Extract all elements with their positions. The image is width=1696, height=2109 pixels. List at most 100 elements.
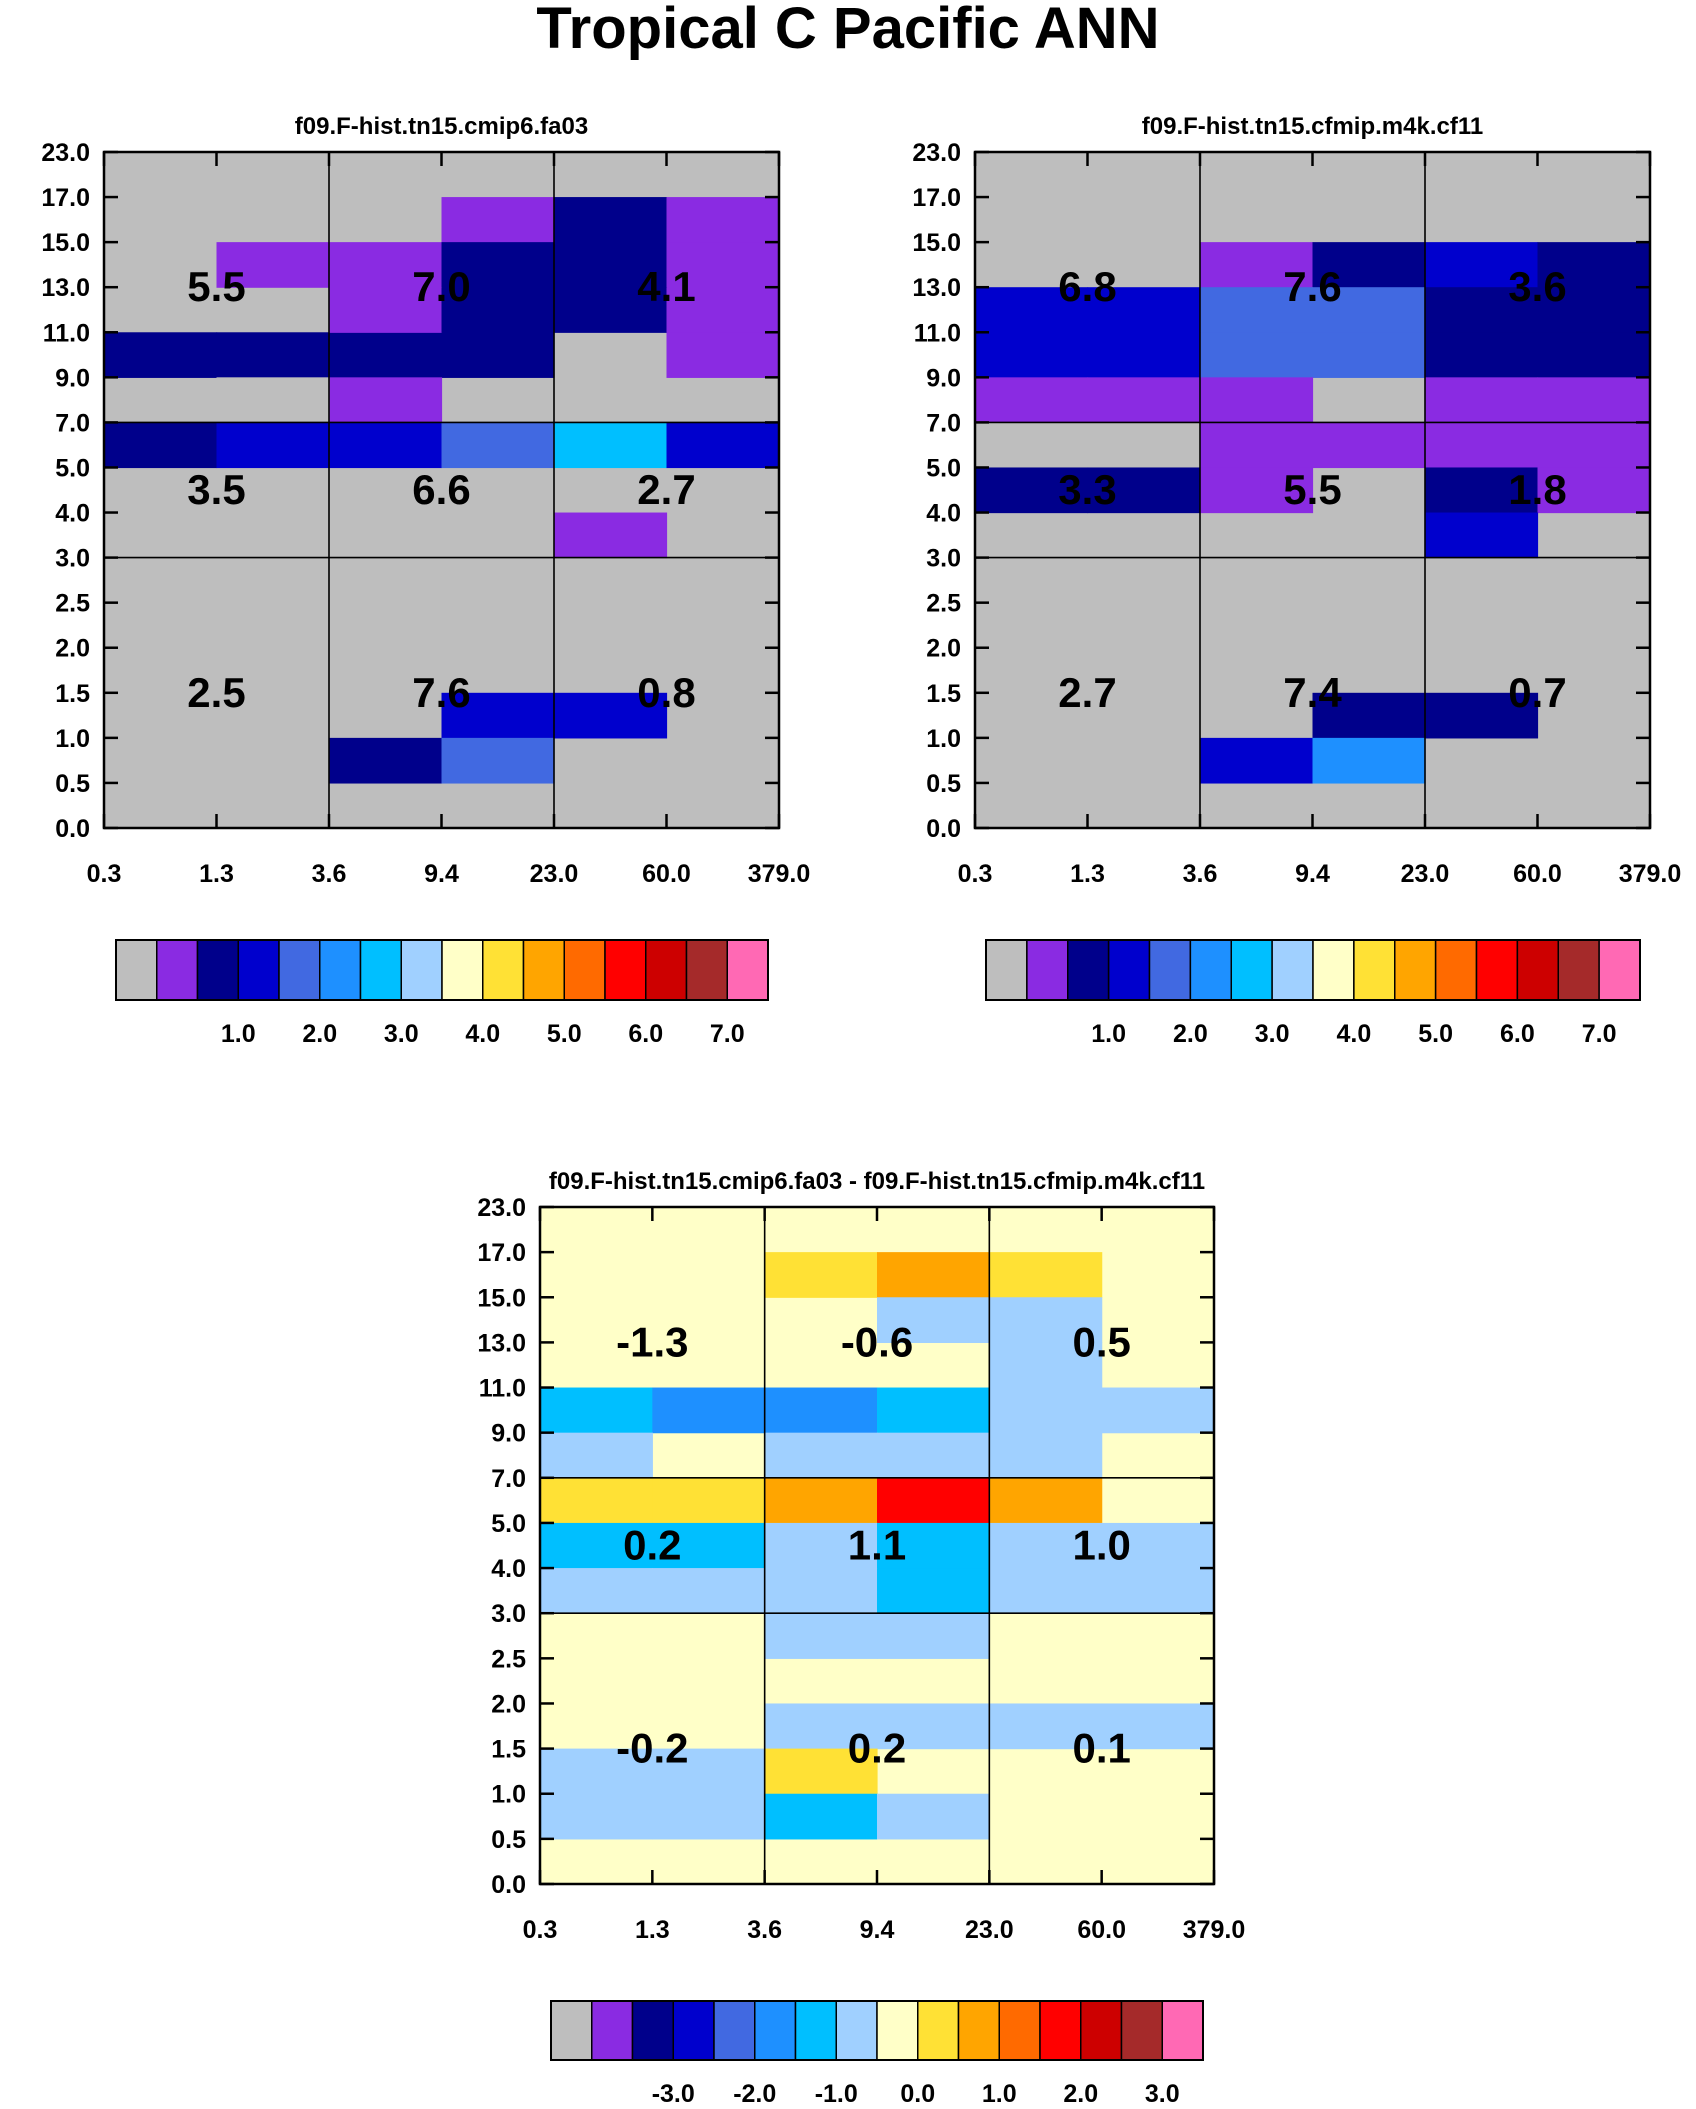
heatmap-cell bbox=[764, 1568, 878, 1614]
heatmap-cell bbox=[989, 1568, 1103, 1614]
colorbar-box bbox=[685, 939, 728, 1001]
region-value-label: 0.5 bbox=[1072, 1318, 1130, 1365]
y-tick-label: 5.0 bbox=[491, 1510, 526, 1538]
colorbar-box bbox=[359, 939, 402, 1001]
x-tick-label: 3.6 bbox=[747, 1916, 782, 1944]
heatmap-cell bbox=[1537, 242, 1651, 288]
heatmap-cell bbox=[666, 197, 780, 243]
x-tick-label: 60.0 bbox=[1513, 860, 1562, 888]
heatmap-cell bbox=[989, 1477, 1103, 1524]
region-value-label: 3.3 bbox=[1058, 466, 1116, 513]
region-value-label: 7.6 bbox=[412, 669, 470, 716]
heatmap-cell bbox=[1312, 287, 1426, 333]
y-tick-label: 9.0 bbox=[55, 364, 90, 392]
heatmap-cell bbox=[877, 1703, 990, 1750]
y-tick-label: 23.0 bbox=[41, 139, 90, 167]
heatmap-cell bbox=[652, 1748, 766, 1795]
colorbar-box bbox=[754, 2000, 797, 2061]
y-tick-label: 11.0 bbox=[914, 319, 961, 347]
colorbar-box bbox=[1353, 939, 1396, 1001]
y-tick-label: 5.0 bbox=[55, 454, 90, 482]
colorbar-box bbox=[591, 2000, 634, 2061]
heatmap-cell bbox=[989, 1297, 1103, 1343]
heatmap-cell bbox=[554, 242, 668, 288]
heatmap-cell bbox=[652, 1387, 766, 1434]
colorbar-box bbox=[319, 939, 362, 1001]
heatmap-cell bbox=[652, 1568, 766, 1614]
colorbar-frame bbox=[985, 939, 1641, 1001]
y-tick-label: 2.0 bbox=[491, 1690, 526, 1718]
y-tick-label: 7.0 bbox=[55, 409, 90, 437]
heatmap-cell bbox=[877, 1568, 990, 1614]
heatmap-cell bbox=[1537, 377, 1651, 423]
colorbar-box bbox=[1080, 2000, 1123, 2061]
colorbar-label: 6.0 bbox=[628, 1020, 663, 1048]
region-value-label: 1.8 bbox=[1508, 466, 1566, 513]
heatmap-cell bbox=[554, 512, 668, 559]
heatmap-cell bbox=[1101, 1703, 1215, 1750]
colorbar-box bbox=[1475, 939, 1519, 1001]
colorbar-box bbox=[1189, 939, 1233, 1001]
region-value-label: 5.5 bbox=[1283, 466, 1341, 513]
colorbar-box bbox=[1598, 939, 1641, 1001]
region-value-label: 1.0 bbox=[1072, 1522, 1130, 1569]
x-tick-label: 1.3 bbox=[199, 860, 234, 888]
heatmap-cell bbox=[441, 332, 555, 378]
y-tick-label: 1.0 bbox=[491, 1781, 526, 1809]
colorbar-box bbox=[1067, 939, 1110, 1001]
y-tick-label: 7.0 bbox=[491, 1465, 526, 1493]
x-tick-label: 379.0 bbox=[1183, 1916, 1246, 1944]
heatmap-cell bbox=[1425, 467, 1539, 514]
panel-title: f09.F-hist.tn15.cfmip.m4k.cf11 bbox=[1142, 113, 1483, 140]
colorbar-box bbox=[400, 939, 443, 1001]
y-tick-label: 0.5 bbox=[491, 1826, 526, 1854]
y-tick-label: 1.0 bbox=[926, 725, 961, 753]
x-tick-label: 379.0 bbox=[748, 860, 811, 888]
colorbar-box bbox=[1394, 939, 1437, 1001]
y-tick-label: 15.0 bbox=[41, 229, 90, 257]
heatmap-cell bbox=[1425, 422, 1539, 469]
colorbar-box bbox=[1516, 939, 1560, 1001]
colorbar-box bbox=[726, 939, 769, 1001]
heatmap-cell bbox=[329, 287, 443, 333]
heatmap-cell bbox=[1312, 422, 1426, 469]
x-tick-label: 23.0 bbox=[530, 860, 579, 888]
heatmap-cell bbox=[540, 1793, 653, 1840]
heatmap-cell bbox=[666, 332, 780, 378]
y-tick-label: 2.5 bbox=[926, 590, 961, 618]
y-tick-label: 4.0 bbox=[491, 1555, 526, 1583]
region-value-label: 0.1 bbox=[1072, 1725, 1130, 1772]
y-tick-label: 0.5 bbox=[926, 770, 961, 798]
colorbar-label: 1.0 bbox=[221, 1020, 256, 1048]
heatmap-cell bbox=[666, 287, 780, 333]
region-value-label: 1.1 bbox=[848, 1522, 906, 1569]
heatmap-cell bbox=[1200, 287, 1314, 333]
y-tick-label: 9.0 bbox=[926, 364, 961, 392]
region-value-label: 2.5 bbox=[187, 669, 245, 716]
heatmap-cell bbox=[877, 1522, 990, 1569]
y-tick-label: 17.0 bbox=[912, 184, 961, 212]
heatmap-cell bbox=[764, 1613, 878, 1659]
colorbar-label: 2.0 bbox=[1063, 2080, 1098, 2108]
colorbar-box bbox=[1148, 939, 1192, 1001]
region-value-label: 2.7 bbox=[1058, 669, 1116, 716]
heatmap-cell bbox=[441, 242, 555, 288]
heatmap-cell bbox=[764, 1748, 878, 1795]
colorbar-box bbox=[917, 2000, 960, 2061]
x-tick-label: 60.0 bbox=[1077, 1916, 1126, 1944]
heatmap-cell bbox=[764, 1703, 878, 1750]
colorbar-frame bbox=[550, 2000, 1204, 2061]
panel1-group: f09.F-hist.tn15.cmip6.fa03 0.0 0.5 1.0 1.5 2.… bbox=[41, 113, 810, 1048]
heatmap-cell bbox=[216, 377, 330, 423]
colorbar-box bbox=[645, 939, 688, 1001]
heatmap-cell bbox=[540, 1748, 653, 1795]
heatmap-cell bbox=[1087, 332, 1201, 378]
heatmap-cell bbox=[554, 287, 668, 333]
colorbar-box bbox=[563, 939, 606, 1001]
y-tick-label: 23.0 bbox=[477, 1194, 526, 1222]
heatmap-cell bbox=[1101, 1568, 1215, 1614]
colorbar-label: 7.0 bbox=[1582, 1020, 1617, 1048]
heatmap-cell bbox=[877, 1297, 990, 1343]
heatmap-cell bbox=[441, 422, 555, 469]
